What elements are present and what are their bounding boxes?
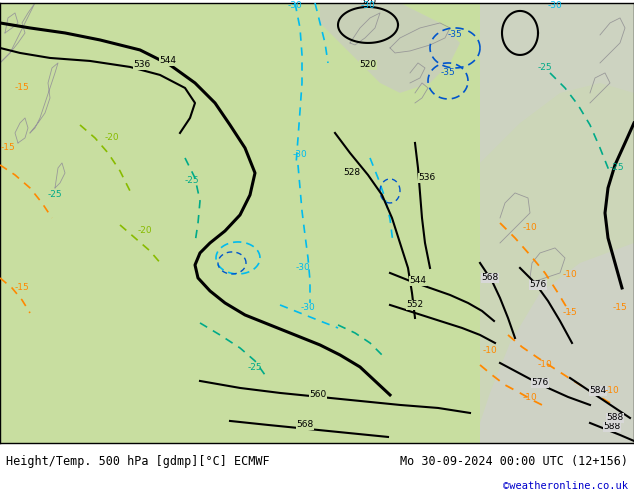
Text: -15: -15 (15, 83, 29, 93)
Text: -30: -30 (293, 150, 307, 159)
Text: 520: 520 (359, 60, 377, 70)
Text: -10: -10 (562, 270, 578, 279)
Polygon shape (320, 3, 460, 93)
Text: 552: 552 (406, 300, 424, 310)
Text: -25: -25 (610, 164, 624, 172)
Text: 560: 560 (309, 391, 327, 399)
Text: 568: 568 (481, 273, 498, 282)
Text: -30: -30 (548, 1, 562, 10)
Text: Height/Temp. 500 hPa [gdmp][°C] ECMWF: Height/Temp. 500 hPa [gdmp][°C] ECMWF (6, 455, 270, 468)
Text: -25: -25 (538, 63, 552, 73)
Text: -20: -20 (105, 133, 119, 143)
Text: -15: -15 (562, 308, 578, 318)
Text: ©weatheronline.co.uk: ©weatheronline.co.uk (503, 481, 628, 490)
Text: -30: -30 (295, 264, 311, 272)
Text: 584: 584 (590, 387, 607, 395)
Text: -10: -10 (482, 346, 498, 355)
Text: -25: -25 (184, 176, 199, 185)
Text: 576: 576 (531, 378, 548, 388)
Text: Mo 30-09-2024 00:00 UTC (12+156): Mo 30-09-2024 00:00 UTC (12+156) (399, 455, 628, 468)
Polygon shape (480, 3, 634, 443)
Text: -10: -10 (522, 393, 538, 402)
Text: -30: -30 (361, 1, 375, 10)
Text: -25: -25 (248, 364, 262, 372)
Text: 520: 520 (359, 0, 377, 6)
Text: 576: 576 (529, 280, 547, 290)
Text: -30: -30 (288, 1, 302, 10)
Text: 536: 536 (133, 60, 151, 70)
Text: 536: 536 (418, 173, 436, 182)
Text: -10: -10 (605, 387, 619, 395)
Text: -10: -10 (522, 223, 538, 232)
Text: 528: 528 (344, 169, 361, 177)
Text: 544: 544 (160, 56, 176, 66)
Polygon shape (480, 243, 634, 443)
Text: -10: -10 (538, 361, 552, 369)
Text: -20: -20 (138, 226, 152, 236)
Text: -35: -35 (448, 30, 462, 40)
Text: 588: 588 (604, 422, 621, 432)
Text: 588: 588 (606, 414, 624, 422)
Text: -15: -15 (15, 283, 29, 293)
Text: -25: -25 (48, 191, 62, 199)
Text: -15: -15 (612, 303, 628, 313)
Text: -35: -35 (441, 69, 455, 77)
Polygon shape (480, 3, 634, 163)
Text: 568: 568 (296, 420, 314, 429)
Text: -15: -15 (1, 144, 15, 152)
Text: -30: -30 (301, 303, 315, 313)
Text: 544: 544 (410, 276, 427, 286)
